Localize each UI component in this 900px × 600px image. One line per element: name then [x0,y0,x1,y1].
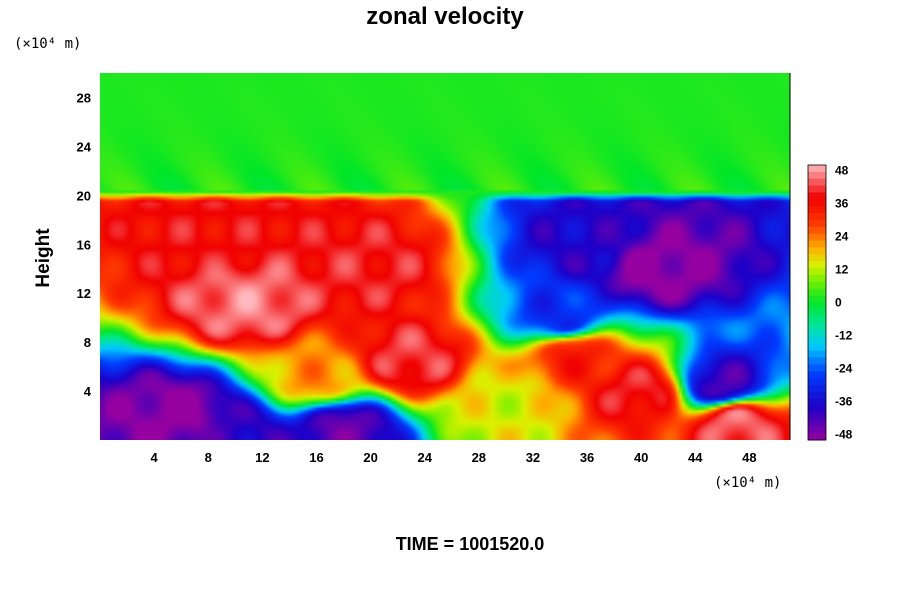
colorbar-band [808,226,826,235]
chart-title: zonal velocity [366,3,524,30]
colorbar-band [808,405,826,414]
x-tick-label: 32 [526,450,540,465]
colorbar-tick-label: 0 [835,296,842,310]
y-tick-label: 28 [77,90,91,105]
time-label: TIME = 1001520.0 [396,534,545,554]
colorbar-band [808,185,826,194]
x-tick-label: 8 [205,450,212,465]
x-tick-label: 44 [688,450,703,465]
x-axis-unit: (×10⁴ m) [714,475,781,491]
y-axis-label: Height [33,228,54,288]
x-tick-label: 48 [742,450,756,465]
x-tick-label: 12 [255,450,269,465]
colorbar-band [808,412,826,420]
x-tick-label: 28 [472,450,486,465]
colorbar-tick-label: 48 [835,164,849,178]
y-axis-unit: (×10⁴ m) [14,36,81,52]
x-tick-label: 20 [363,450,377,465]
colorbar-tick-label: -36 [835,395,853,409]
colorbar-band [808,357,826,365]
colorbar-band [808,419,826,427]
colorbar-border [807,164,827,441]
colorbar-band [808,398,826,407]
y-tick-label: 24 [77,139,92,154]
colorbar-tick-label: 36 [835,197,849,211]
x-axis-ticks: 4 8 12 16 20 24 28 32 36 40 44 48 [151,450,757,465]
y-tick-label: 4 [84,384,92,399]
y-tick-label: 20 [77,188,91,203]
x-tick-label: 16 [309,450,323,465]
colorbar-band [808,178,826,187]
colorbar-tick-label: -12 [835,329,853,343]
x-tick-label: 40 [634,450,648,465]
colorbar-band [808,350,826,359]
x-tick-label: 4 [151,450,159,465]
colorbar-band [808,385,826,393]
colorbar-band [808,220,826,228]
colorbar-band [808,323,826,331]
colorbar-band [808,295,826,304]
y-tick-label: 8 [84,335,91,350]
colorbar-band [808,206,826,214]
y-axis-ticks: 4 8 12 16 20 24 28 [77,90,92,399]
colorbar-band [808,199,826,207]
colorbar-band [808,378,826,386]
heatmap-field [100,73,790,440]
colorbar-band [808,233,826,242]
x-tick-label: 24 [417,450,432,465]
colorbar-band [808,433,826,441]
colorbar-band [808,247,826,255]
colorbar-band [808,268,826,276]
colorbar-ticks: 48 36 24 12 0 -12 -24 -36 -48 [835,164,853,442]
colorbar-band [808,343,826,352]
colorbar-band [808,309,826,317]
colorbar-tick-label: 12 [835,263,849,277]
colorbar [807,164,827,441]
colorbar-band [808,330,826,338]
colorbar-tick-label: -24 [835,362,853,376]
colorbar-band [808,316,826,324]
x-tick-label: 36 [580,450,594,465]
colorbar-band [808,288,826,297]
colorbar-band [808,254,826,262]
colorbar-band [808,240,826,249]
colorbar-tick-label: -48 [835,428,853,442]
colorbar-band [808,371,826,379]
colorbar-tick-label: 24 [835,230,849,244]
colorbar-band [808,302,826,310]
colorbar-band [808,261,826,269]
colorbar-band [808,364,826,372]
y-tick-label: 12 [77,286,91,301]
colorbar-band [808,275,826,283]
colorbar-band [808,336,826,345]
colorbar-band [808,171,826,180]
colorbar-band [808,213,826,221]
colorbar-band [808,426,826,434]
y-tick-label: 16 [77,237,91,252]
colorbar-band [808,281,826,290]
colorbar-band [808,192,826,200]
colorbar-band [808,165,826,173]
colorbar-band [808,391,826,400]
